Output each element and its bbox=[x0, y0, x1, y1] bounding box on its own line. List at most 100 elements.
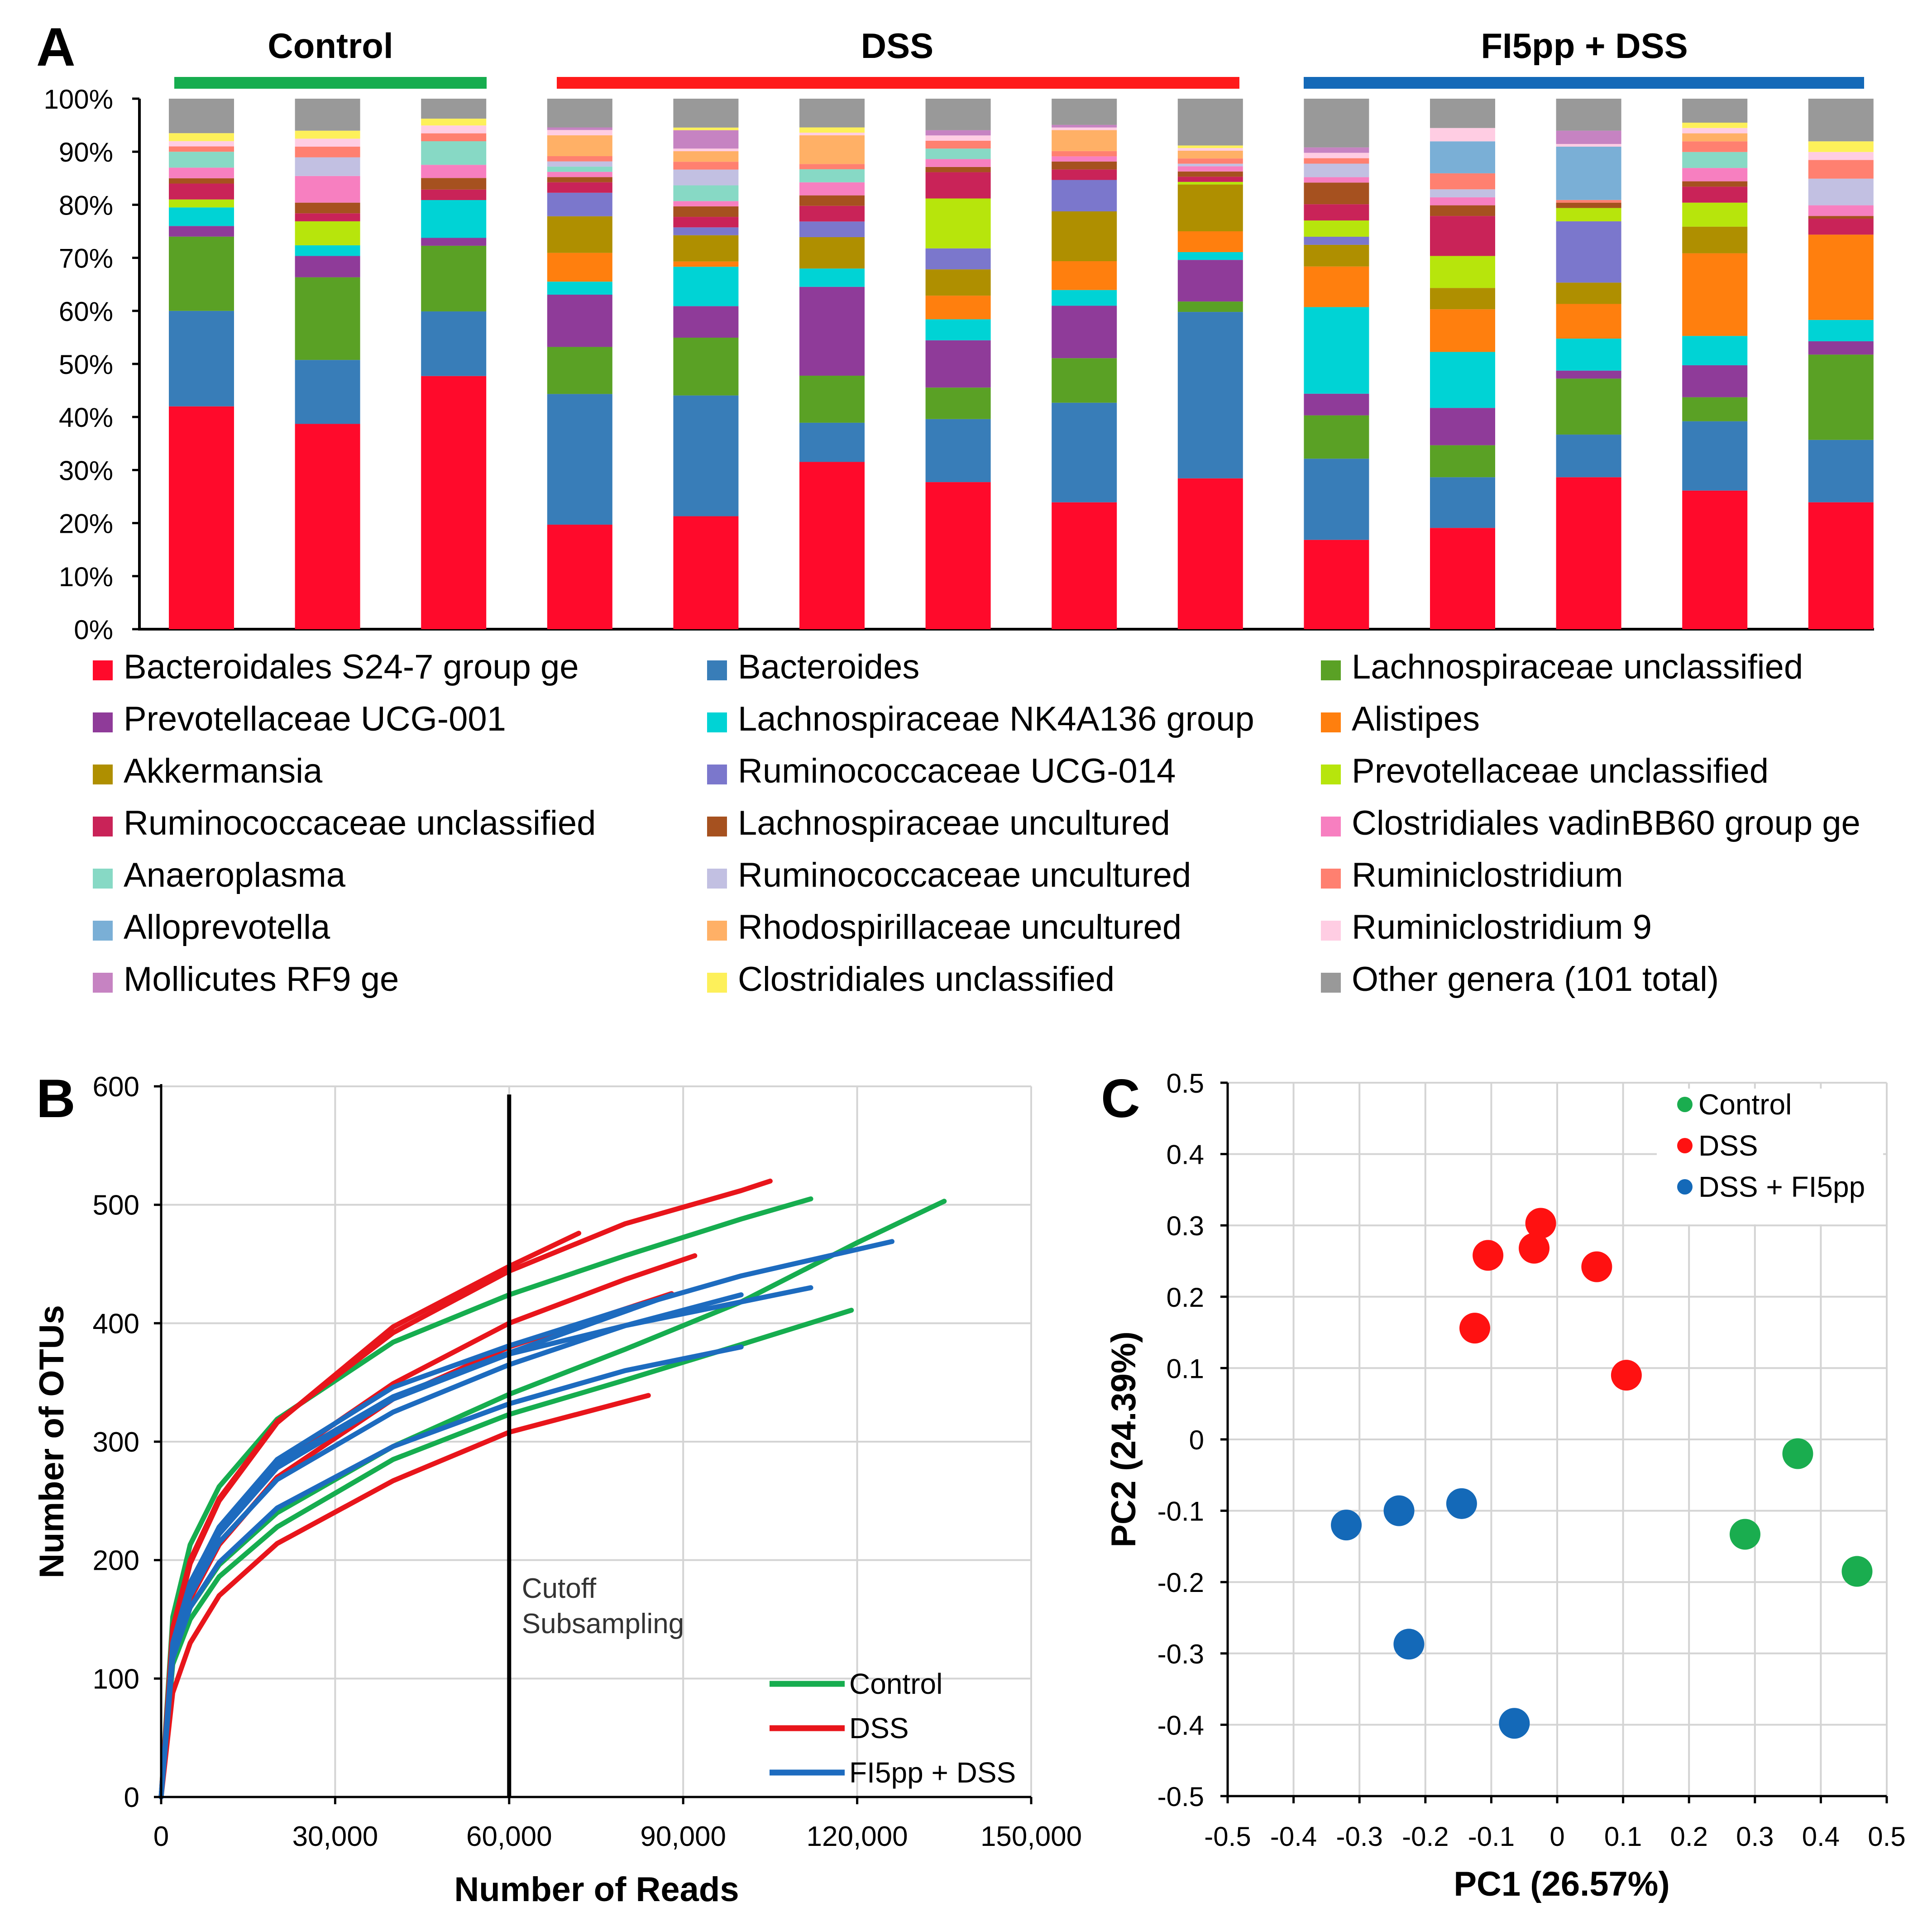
bar-segment-ruminiclostridium-9 bbox=[547, 130, 612, 135]
bar-segment-bacteroides bbox=[1682, 421, 1748, 491]
legend-label-prevotellaceae-unclassified: Prevotellaceae unclassified bbox=[1352, 752, 1769, 790]
bar-segment-ruminiclostridium-9 bbox=[1177, 148, 1243, 151]
legend-label-alloprevotella: Alloprevotella bbox=[124, 908, 330, 946]
bar-segment-prevotellaceae-ucg-001 bbox=[547, 295, 612, 347]
bar-segment-bacteroidales-s24-7-group-ge bbox=[421, 376, 487, 629]
y-tick-label-c: 0.1 bbox=[1167, 1353, 1204, 1384]
bar-segment-lachnospiraceae-uncultured bbox=[1304, 182, 1369, 205]
group-label-control: Control bbox=[268, 26, 393, 66]
y-tick-label-c: 0 bbox=[1189, 1425, 1204, 1455]
bar-segment-bacteroidales-s24-7-group-ge bbox=[1052, 502, 1117, 629]
legend-label-lachnospiraceae-nk4a136-group: Lachnospiraceae NK4A136 group bbox=[738, 700, 1254, 738]
panel-b-letter: B bbox=[36, 1068, 76, 1129]
bar-segment-akkermansia bbox=[1177, 184, 1243, 231]
bar-segment-akkermansia bbox=[673, 235, 739, 262]
curve-control-1 bbox=[158, 1199, 947, 1800]
group-bar-control bbox=[174, 77, 487, 89]
point-dss bbox=[1525, 1208, 1556, 1239]
bar-segment-prevotellaceae-ucg-001 bbox=[925, 340, 991, 388]
bar-segment-prevotellaceae-ucg-001 bbox=[1556, 370, 1621, 379]
legend-label-ruminiclostridium-9: Ruminiclostridium 9 bbox=[1352, 908, 1652, 946]
y-tick-label-a: 0% bbox=[74, 615, 113, 645]
curve-dss-4 bbox=[158, 1178, 773, 1800]
group-bar-dss bbox=[557, 77, 1239, 89]
bar-segment-bacteroidales-s24-7-group-ge bbox=[169, 406, 234, 629]
bar-segment-alloprevotella bbox=[1556, 147, 1621, 200]
x-tick-label-b: 60,000 bbox=[466, 1821, 552, 1852]
bar-segment-lachnospiraceae-nk4a136-group bbox=[421, 200, 487, 238]
bar-segment-other-genera-101-total bbox=[1556, 99, 1621, 131]
panel-c-letter: C bbox=[1101, 1068, 1140, 1129]
subsampling-label: Subsampling bbox=[522, 1608, 684, 1639]
curve-fi5pp-dss-11 bbox=[158, 1292, 674, 1800]
bar-segment-clostridiales-vadinbb60-group-ge bbox=[1682, 168, 1748, 182]
bar-segment-anaeroplasma bbox=[547, 167, 612, 172]
bar-segment-clostridiales-vadinbb60-group-ge bbox=[547, 172, 612, 177]
bar-segment-ruminiclostridium bbox=[1556, 200, 1621, 203]
x-tick-label-c: 0.3 bbox=[1736, 1821, 1774, 1852]
point-dss-fi5pp bbox=[1383, 1495, 1415, 1526]
bar-segment-bacteroidales-s24-7-group-ge bbox=[1430, 528, 1495, 629]
y-tick-label-c: 0.5 bbox=[1167, 1068, 1204, 1099]
x-tick-label-b: 90,000 bbox=[640, 1821, 726, 1852]
bar-segment-ruminococcaceae-unclassified bbox=[421, 189, 487, 200]
bar-segment-akkermansia bbox=[925, 269, 991, 296]
y-tick-label-c: 0.2 bbox=[1167, 1282, 1204, 1313]
bar-segment-lachnospiraceae-nk4a136-group bbox=[547, 282, 612, 295]
bar-segment-bacteroides bbox=[1808, 440, 1874, 502]
bar-segment-ruminiclostridium-9 bbox=[295, 139, 360, 147]
y-tick-label-a: 30% bbox=[59, 455, 113, 486]
bar-segment-prevotellaceae-unclassified bbox=[1177, 182, 1243, 185]
legend-swatch-ruminococcaceae-unclassified bbox=[93, 817, 113, 836]
y-tick-label-a: 50% bbox=[59, 349, 113, 380]
bar-segment-ruminiclostridium bbox=[547, 156, 612, 162]
point-control bbox=[1729, 1519, 1760, 1550]
point-dss bbox=[1519, 1233, 1550, 1264]
legend-swatch-ruminococcaceae-ucg-014 bbox=[707, 765, 727, 784]
bar-segment-other-genera-101-total bbox=[1304, 99, 1369, 148]
bar-segment-lachnospiraceae-uncultured bbox=[1808, 216, 1874, 219]
bar-segment-ruminococcaceae-uncultured bbox=[295, 157, 360, 176]
bar-segment-ruminiclostridium-9 bbox=[1556, 144, 1621, 147]
bar-segment-ruminococcaceae-unclassified bbox=[1682, 186, 1748, 203]
bar-segment-alloprevotella bbox=[1430, 141, 1495, 173]
bar-segment-bacteroides bbox=[421, 311, 487, 376]
y-tick-label-b: 200 bbox=[93, 1545, 139, 1577]
y-tick-label-a: 70% bbox=[59, 244, 113, 274]
bar-segment-lachnospiraceae-nk4a136-group bbox=[1304, 307, 1369, 394]
bar-segment-ruminococcaceae-unclassified bbox=[295, 213, 360, 221]
bar-segment-anaeroplasma bbox=[925, 148, 991, 159]
bar-segment-ruminiclostridium-9 bbox=[1430, 128, 1495, 142]
y-tick-label-a: 100% bbox=[44, 84, 113, 115]
curve-fi5pp-dss-12 bbox=[158, 1344, 744, 1800]
bar-segment-alistipes bbox=[1430, 309, 1495, 352]
y-tick-label-c: -0.5 bbox=[1157, 1782, 1204, 1812]
x-tick-label-b: 0 bbox=[153, 1821, 169, 1852]
bar-segment-ruminococcaceae-unclassified bbox=[925, 172, 991, 199]
bar-segment-prevotellaceae-ucg-001 bbox=[1052, 306, 1117, 358]
bar-segment-ruminococcaceae-uncultured bbox=[1177, 163, 1243, 167]
bar-segment-lachnospiraceae-nk4a136-group bbox=[1682, 336, 1748, 365]
bar-segment-lachnospiraceae-nk4a136-group bbox=[925, 319, 991, 340]
y-tick-label-a: 60% bbox=[59, 296, 113, 327]
curve-dss-3 bbox=[158, 1231, 582, 1800]
bar-segment-alistipes bbox=[1556, 304, 1621, 339]
legend-swatch-clostridiales-unclassified bbox=[707, 973, 727, 993]
y-tick-label-c: -0.2 bbox=[1157, 1568, 1204, 1598]
legend-swatch-other-genera-101-total bbox=[1321, 973, 1341, 993]
bar-segment-lachnospiraceae-uncultured bbox=[1682, 181, 1748, 187]
bar-segment-prevotellaceae-ucg-001 bbox=[1304, 393, 1369, 416]
x-tick-label-c: 0.5 bbox=[1868, 1821, 1905, 1852]
point-control bbox=[1841, 1556, 1873, 1587]
bar-segment-lachnospiraceae-nk4a136-group bbox=[1556, 339, 1621, 371]
bar-segment-ruminococcaceae-ucg-014 bbox=[1052, 180, 1117, 211]
bar-segment-ruminococcaceae-uncultured bbox=[673, 169, 739, 186]
bar-segment-clostridiales-unclassified bbox=[1682, 123, 1748, 128]
y-tick-label-b: 0 bbox=[124, 1782, 139, 1813]
bar-segment-clostridiales-vadinbb60-group-ge bbox=[295, 176, 360, 203]
y-tick-label-b: 400 bbox=[93, 1308, 139, 1339]
bar-segment-prevotellaceae-ucg-001 bbox=[799, 287, 865, 376]
bar-segment-ruminococcaceae-unclassified bbox=[1052, 169, 1117, 180]
point-dss bbox=[1611, 1360, 1642, 1391]
bar-segment-lachnospiraceae-nk4a136-group bbox=[1808, 320, 1874, 341]
